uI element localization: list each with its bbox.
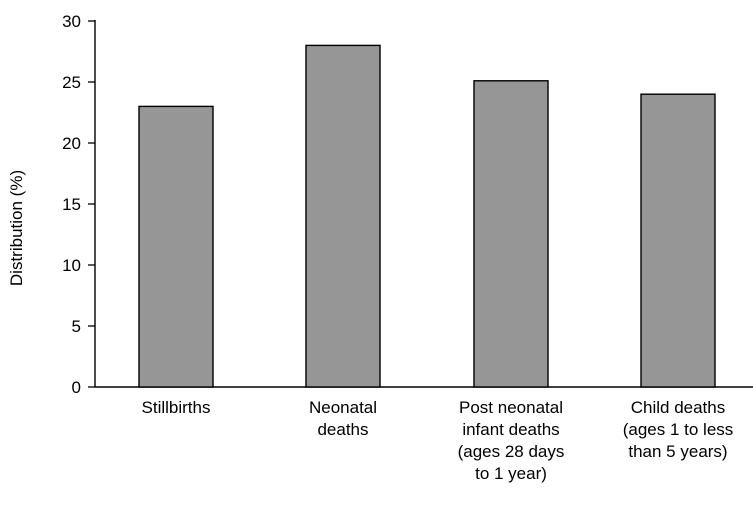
x-category-label-line: (ages 1 to less — [623, 420, 734, 439]
y-tick-label: 25 — [62, 73, 81, 92]
y-tick-label: 5 — [72, 317, 81, 336]
x-category-label: Neonatal deaths — [309, 398, 377, 439]
x-category-label-line: Child deaths — [631, 398, 726, 417]
bar — [305, 44, 381, 388]
x-category-label: Child deaths (ages 1 to less than 5 years) — [623, 398, 734, 461]
x-category-label: Stillbirths — [142, 398, 211, 417]
y-tick-label: 10 — [62, 256, 81, 275]
y-tick-label: 15 — [62, 195, 81, 214]
x-category-label-line: Stillbirths — [142, 398, 211, 417]
x-axis-labels: Stillbirths Neonatal deaths Post neonatal in… — [142, 398, 734, 483]
x-category-label-line: deaths — [317, 420, 368, 439]
x-category-label-line: Post neonatal — [459, 398, 563, 417]
x-category-label-line: to 1 year) — [475, 464, 547, 483]
x-category-label-line: infant deaths — [462, 420, 559, 439]
bar — [473, 80, 549, 388]
y-tick-label: 20 — [62, 134, 81, 153]
bars — [138, 44, 716, 388]
x-category-label-line: Neonatal — [309, 398, 377, 417]
y-axis-title: Distribution (%) — [7, 170, 26, 286]
y-axis-ticks: 0 5 10 15 20 25 30 — [62, 12, 95, 397]
x-category-label-line: (ages 28 days — [458, 442, 565, 461]
x-category-label: Post neonatal infant deaths (ages 28 days t… — [458, 398, 565, 483]
y-tick-label: 0 — [72, 378, 81, 397]
bar — [640, 93, 716, 388]
x-category-label-line: than 5 years) — [628, 442, 727, 461]
y-tick-label: 30 — [62, 12, 81, 31]
bar — [138, 105, 214, 388]
